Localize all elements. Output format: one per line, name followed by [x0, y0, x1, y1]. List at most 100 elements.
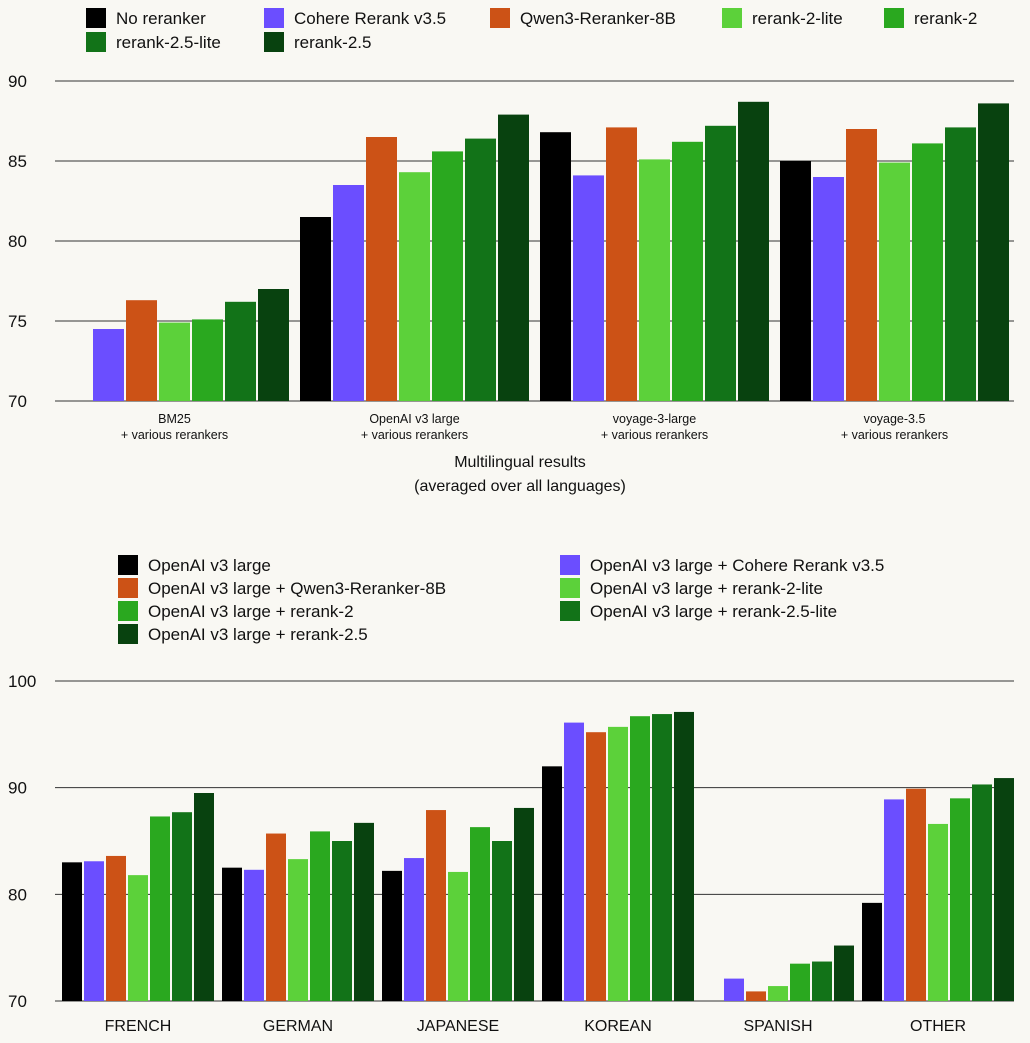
legend-label: Cohere Rerank v3.5 — [294, 9, 446, 28]
legend-item-rerank-2.5-lite: rerank-2.5-lite — [86, 32, 221, 52]
legend-label: OpenAI v3 large + rerank-2.5 — [148, 625, 368, 644]
legend-label: OpenAI v3 large — [148, 556, 271, 575]
legend-swatch — [560, 578, 580, 598]
bar-openai-v3-large-cohere-rerank-v3-5 — [84, 861, 104, 1001]
x-category-label: KOREAN — [584, 1018, 652, 1035]
bar-rerank-2-5 — [258, 289, 289, 401]
bar-openai-v3-large-rerank-2-5 — [354, 822, 374, 1001]
legend-swatch — [118, 624, 138, 644]
bar-no-reranker — [780, 161, 811, 401]
bar-openai-v3-large-rerank-2-5 — [674, 711, 694, 1001]
bar-openai-v3-large-rerank-2 — [630, 716, 650, 1001]
bar-qwen3-reranker-8b — [126, 300, 157, 401]
bar-openai-v3-large-rerank-2-5-lite — [972, 784, 992, 1001]
legend-label: No reranker — [116, 9, 206, 28]
legend-item-openai-rerank-2.5-lite: OpenAI v3 large + rerank-2.5-lite — [560, 601, 837, 621]
x-category-label: SPANISH — [743, 1018, 812, 1035]
x-axis-title-line-2: (averaged over all languages) — [414, 478, 626, 495]
bar-openai-v3-large — [382, 870, 402, 1001]
bar-rerank-2-5-lite — [705, 125, 736, 402]
legend-label: rerank-2 — [914, 9, 977, 28]
bar-rerank-2-5-lite — [225, 301, 256, 401]
y-tick-label: 90 — [8, 72, 27, 91]
bar-qwen3-reranker-8b — [366, 137, 397, 401]
bar-cohere-rerank-v3-5 — [93, 329, 124, 401]
legend-swatch — [118, 601, 138, 621]
bar-openai-v3-large-cohere-rerank-v3-5 — [564, 722, 584, 1001]
y-tick-label: 70 — [8, 992, 27, 1011]
bar-rerank-2-lite — [159, 322, 190, 401]
legend-swatch — [490, 8, 510, 28]
bar-openai-v3-large-rerank-2-5-lite — [332, 841, 352, 1001]
bar-openai-v3-large-rerank-2-5 — [834, 945, 854, 1001]
bar-cohere-rerank-v3-5 — [573, 175, 604, 401]
legend-swatch — [264, 32, 284, 52]
legend-swatch — [884, 8, 904, 28]
legend-label: Qwen3-Reranker-8B — [520, 9, 676, 28]
y-tick-label: 70 — [8, 392, 27, 411]
bar-openai-v3-large — [862, 902, 882, 1001]
bar-openai-v3-large-rerank-2-lite — [768, 986, 788, 1001]
legend-label: rerank-2.5-lite — [116, 33, 221, 52]
bar-rerank-2-5-lite — [945, 127, 976, 402]
legend-swatch — [560, 555, 580, 575]
x-category-label: voyage-3.5 — [864, 412, 926, 426]
bar-openai-v3-large-qwen3-reranker-8b — [746, 991, 766, 1001]
legend-swatch — [118, 555, 138, 575]
bar-openai-v3-large-rerank-2-lite — [288, 859, 308, 1001]
x-category-label: + various rerankers — [361, 428, 468, 442]
y-tick-label: 100 — [8, 672, 36, 691]
legend-item-rerank-2: rerank-2 — [884, 8, 977, 28]
legend-item-openai-rerank-2: OpenAI v3 large + rerank-2 — [118, 601, 354, 621]
bar-rerank-2-lite — [639, 159, 670, 401]
bar-qwen3-reranker-8b — [846, 129, 877, 401]
x-axis-title-line-1: Multilingual results — [454, 454, 586, 471]
bar-openai-v3-large-cohere-rerank-v3-5 — [404, 858, 424, 1001]
bar-no-reranker — [540, 132, 571, 401]
legend-item-no-reranker: No reranker — [86, 8, 206, 28]
legend-item-openai-v3-large: OpenAI v3 large — [118, 555, 271, 575]
bar-rerank-2-5 — [978, 103, 1009, 402]
bar-rerank-2-lite — [879, 162, 910, 401]
legend-label: rerank-2.5 — [294, 33, 371, 52]
bar-openai-v3-large-qwen3-reranker-8b — [266, 833, 286, 1001]
legend-item-rerank-2-lite: rerank-2-lite — [722, 8, 843, 28]
bar-openai-v3-large-qwen3-reranker-8b — [906, 788, 926, 1001]
bar-openai-v3-large-rerank-2-lite — [608, 726, 628, 1001]
legend-label: OpenAI v3 large + Cohere Rerank v3.5 — [590, 556, 884, 575]
legend-item-openai-cohere: OpenAI v3 large + Cohere Rerank v3.5 — [560, 555, 884, 575]
bar-openai-v3-large — [62, 862, 82, 1001]
x-category-label: OpenAI v3 large — [369, 412, 459, 426]
bar-openai-v3-large-rerank-2-5-lite — [492, 841, 512, 1001]
legend-item-qwen: Qwen3-Reranker-8B — [490, 8, 676, 28]
plot-multilingual-average: 70 75 80 85 90 BM25 + various rerankers OpenAI … — [8, 72, 1014, 442]
y-tick-label: 90 — [8, 779, 27, 798]
bar-rerank-2 — [192, 319, 223, 401]
legend-label: OpenAI v3 large + rerank-2-lite — [590, 579, 823, 598]
y-tick-label: 85 — [8, 152, 27, 171]
bar-openai-v3-large-rerank-2-5-lite — [652, 714, 672, 1001]
legend-item-cohere: Cohere Rerank v3.5 — [264, 8, 446, 28]
bar-rerank-2-5 — [498, 114, 529, 401]
x-category-label: BM25 — [158, 412, 191, 426]
legend-label: OpenAI v3 large + rerank-2 — [148, 602, 354, 621]
plot-per-language: 70 80 90 100 FRENCH GERMAN JAPANESE KOREAN SPANI… — [8, 672, 1014, 1035]
x-category-label: OTHER — [910, 1018, 966, 1035]
bar-openai-v3-large — [222, 867, 242, 1001]
bar-openai-v3-large-rerank-2-lite — [128, 875, 148, 1001]
bar-no-reranker — [300, 217, 331, 401]
x-category-label: + various rerankers — [601, 428, 708, 442]
bar-openai-v3-large-cohere-rerank-v3-5 — [244, 869, 264, 1001]
legend-swatch — [264, 8, 284, 28]
x-category-label: voyage-3-large — [613, 412, 696, 426]
bar-openai-v3-large-qwen3-reranker-8b — [586, 732, 606, 1001]
bar-rerank-2-lite — [399, 172, 430, 401]
x-category-label: GERMAN — [263, 1018, 333, 1035]
bar-rerank-2 — [672, 141, 703, 402]
x-category-label: + various rerankers — [121, 428, 228, 442]
bar-openai-v3-large-rerank-2 — [950, 798, 970, 1001]
legend-item-openai-rerank-2-lite: OpenAI v3 large + rerank-2-lite — [560, 578, 823, 598]
legend-swatch — [722, 8, 742, 28]
bar-openai-v3-large-rerank-2 — [310, 831, 330, 1001]
